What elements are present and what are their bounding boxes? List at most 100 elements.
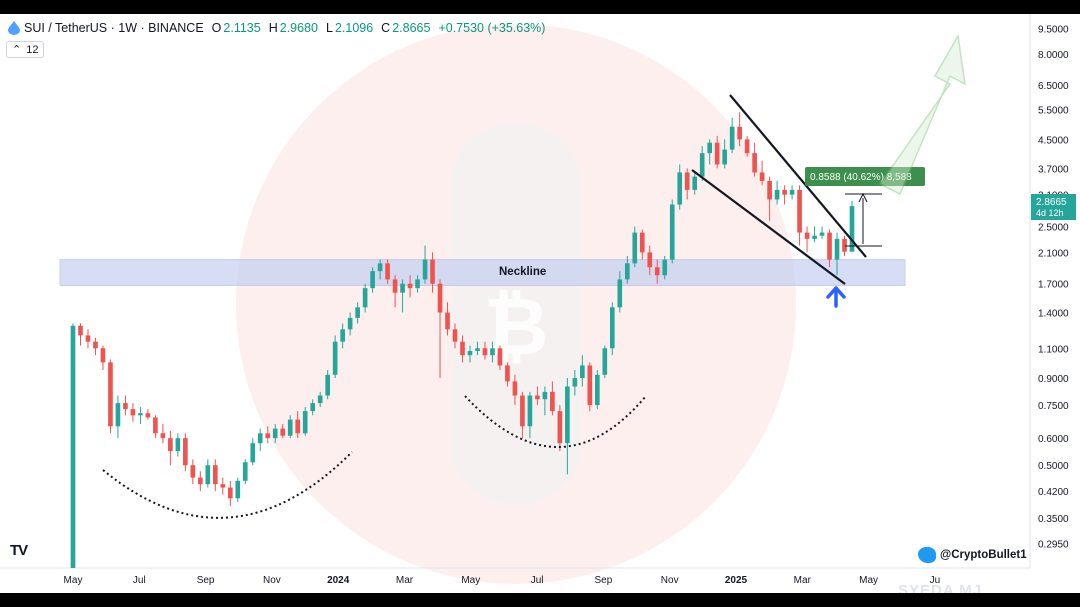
candle-body	[782, 189, 787, 195]
candle-body	[572, 378, 578, 387]
candle	[265, 426, 271, 444]
candle	[752, 142, 757, 177]
candle-body	[684, 172, 690, 190]
chart-panel[interactable]: ₿ 9.50008.00006.50005.50004.50003.70003.…	[0, 14, 1080, 593]
candle-body	[108, 362, 113, 427]
time-tick-label: Mar	[396, 575, 414, 586]
candle-body	[70, 325, 76, 568]
candle-body	[377, 263, 383, 272]
tradingview-logo[interactable]: TV	[10, 542, 28, 559]
candle	[729, 117, 735, 154]
candle	[714, 136, 720, 169]
candle	[595, 370, 600, 410]
candle	[168, 430, 173, 466]
time-tick-label: May	[461, 575, 480, 586]
candle-body	[767, 180, 772, 200]
time-tick-label: May	[64, 575, 83, 586]
candle	[460, 335, 465, 363]
candle-body	[512, 381, 518, 396]
candle	[302, 407, 308, 436]
price-tick-label: 6.5000	[1038, 81, 1069, 92]
time-tick-label: Nov	[661, 575, 679, 586]
time-tick-label: May	[859, 575, 878, 586]
candle-body	[722, 149, 727, 165]
candle-body	[804, 232, 810, 239]
last-price-value: 2.8665	[1036, 197, 1067, 208]
candle	[93, 337, 98, 356]
candle-body	[587, 365, 593, 406]
candle	[332, 335, 338, 379]
candle	[198, 471, 203, 492]
candle	[317, 391, 323, 408]
projection-arrow-icon	[878, 33, 966, 196]
price-tick-label: 0.4200	[1038, 487, 1069, 498]
candle	[70, 323, 76, 568]
twitter-handle: @CryptoBullet1	[940, 549, 1027, 561]
indicator-count: 12	[26, 43, 39, 56]
candle-body	[430, 259, 435, 284]
price-tick-label: 0.9000	[1038, 374, 1069, 385]
price-axis[interactable]: 9.50008.00006.50005.50004.50003.70003.10…	[1038, 25, 1069, 551]
candle-body	[235, 480, 241, 499]
candle	[145, 409, 151, 420]
candle	[347, 312, 353, 336]
candle-body	[797, 189, 802, 233]
measure-box[interactable]	[805, 167, 925, 186]
time-tick-label: Nov	[263, 575, 281, 586]
candle	[482, 341, 488, 360]
neckline-label: Neckline	[499, 265, 547, 278]
chart-canvas[interactable]: ₿ 9.50008.00006.50005.50004.50003.70003.…	[0, 14, 1080, 593]
candle-body	[662, 259, 668, 276]
time-axis[interactable]: May Jul Sep Nov 2024 Mar May Jul Sep Nov 2025 Mar Ma…	[64, 575, 941, 586]
candle-body	[422, 259, 428, 280]
candle-body	[175, 438, 181, 452]
candle	[699, 146, 705, 181]
indicators-toggle-button[interactable]: ⌃ 12	[6, 41, 45, 58]
wedge-upper-line[interactable]	[729, 94, 867, 258]
candle-body	[490, 348, 495, 356]
measure-arrowhead	[858, 192, 868, 203]
candle-body	[265, 433, 271, 439]
wedge-lower-line[interactable]	[691, 169, 846, 285]
candle-body	[437, 283, 443, 313]
candle-body	[280, 428, 286, 436]
candle	[677, 164, 683, 210]
candle	[662, 255, 668, 280]
candle-body	[565, 386, 570, 444]
bar-countdown: 4d 12h	[1036, 208, 1064, 218]
price-tick-label: 0.5000	[1038, 461, 1069, 472]
candle	[827, 229, 832, 268]
candle-body	[190, 465, 196, 478]
candle-body	[205, 465, 211, 485]
candle-body	[415, 279, 420, 289]
candle	[550, 381, 555, 416]
candle-body	[272, 428, 278, 439]
twitter-bird-icon	[918, 547, 936, 563]
candle-body	[362, 288, 368, 308]
candle	[385, 259, 390, 284]
neckline-band[interactable]	[59, 259, 906, 286]
candle-body	[310, 403, 316, 412]
candle	[565, 378, 570, 475]
price-tick-label: 5.5000	[1038, 106, 1069, 117]
candle-body	[669, 204, 675, 260]
candle-body	[595, 374, 600, 406]
candle-body	[242, 462, 248, 481]
candle	[212, 459, 218, 492]
candle-body	[737, 126, 742, 140]
candle-body	[527, 395, 533, 427]
candle-body	[729, 126, 735, 150]
candle	[767, 176, 772, 221]
candle-body	[212, 465, 218, 485]
candle-body	[744, 139, 750, 154]
candle	[505, 362, 510, 387]
candlestick-series	[70, 112, 855, 568]
low-label: L	[325, 21, 333, 35]
candle	[535, 386, 540, 406]
low-value: 2.1096	[334, 21, 374, 35]
close-label: C	[381, 21, 391, 35]
candle	[669, 199, 675, 264]
candle	[392, 275, 398, 308]
candle-body	[295, 419, 301, 434]
